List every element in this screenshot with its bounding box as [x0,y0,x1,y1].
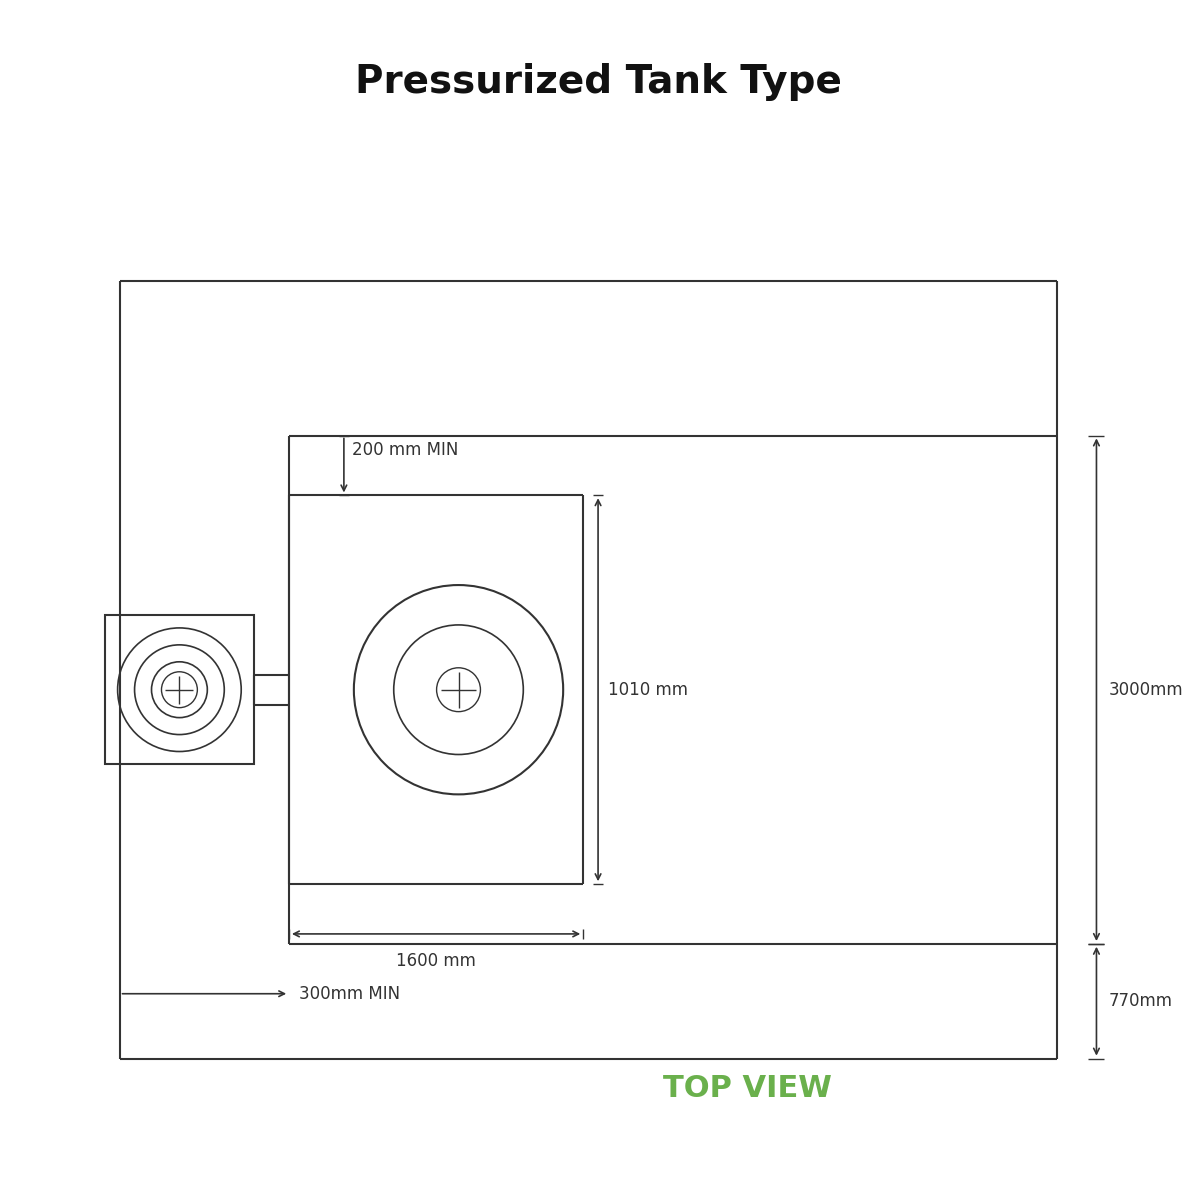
Text: 770mm: 770mm [1109,992,1172,1010]
Text: 3000mm: 3000mm [1109,680,1183,698]
Text: Pressurized Tank Type: Pressurized Tank Type [355,62,841,101]
Text: TOP VIEW: TOP VIEW [664,1074,832,1103]
Text: 200 mm MIN: 200 mm MIN [352,442,458,460]
Bar [104,614,254,764]
Text: 1600 mm: 1600 mm [396,952,476,970]
Text: 1010 mm: 1010 mm [608,680,688,698]
Text: 300mm MIN: 300mm MIN [299,985,400,1003]
